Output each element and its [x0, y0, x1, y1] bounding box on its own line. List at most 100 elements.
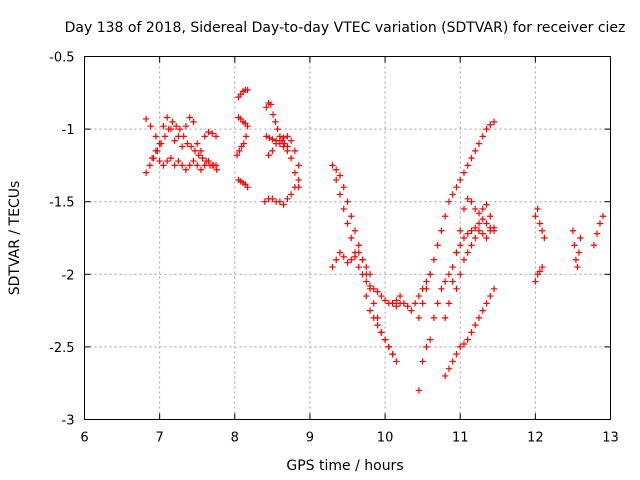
- data-point: [351, 253, 359, 261]
- data-point: [536, 268, 544, 275]
- data-point: [186, 114, 193, 121]
- data-point: [404, 303, 411, 310]
- data-point: [171, 162, 178, 169]
- data-point: [363, 292, 370, 300]
- data-point: [265, 152, 272, 159]
- x-tick-label: 6: [80, 431, 88, 446]
- data-point: [336, 191, 344, 198]
- data-point: [163, 114, 171, 121]
- data-point: [538, 227, 546, 234]
- data-point: [167, 154, 175, 162]
- data-point: [574, 263, 581, 271]
- data-point: [599, 213, 607, 220]
- data-point: [472, 224, 479, 232]
- data-point: [165, 125, 172, 133]
- data-point: [457, 271, 464, 278]
- data-point: [244, 122, 251, 130]
- data-point: [534, 205, 541, 213]
- data-point: [194, 162, 201, 169]
- data-point: [363, 263, 370, 271]
- data-point: [457, 242, 464, 249]
- series-arc-e6: [453, 227, 494, 293]
- data-point: [577, 234, 584, 242]
- y-tick-label: -2: [62, 268, 75, 283]
- data-point: [280, 143, 287, 150]
- data-point: [276, 137, 284, 144]
- data-point: [233, 152, 241, 159]
- grid: [84, 56, 611, 420]
- data-point: [370, 285, 377, 293]
- data-point: [475, 314, 483, 322]
- data-point: [468, 329, 475, 336]
- series-arc-d3: [329, 249, 374, 278]
- data-point: [209, 130, 216, 137]
- data-point: [453, 183, 460, 191]
- data-point: [242, 133, 250, 140]
- data-point: [363, 278, 370, 285]
- data-point: [430, 314, 438, 322]
- data-point: [348, 256, 355, 263]
- data-point: [191, 147, 199, 155]
- data-point: [575, 249, 583, 256]
- data-point: [351, 227, 359, 234]
- data-point: [464, 336, 471, 343]
- data-point: [415, 314, 423, 322]
- data-point: [263, 104, 270, 111]
- data-point: [348, 234, 355, 242]
- data-point: [536, 220, 544, 227]
- chart-title: Day 138 of 2018, Sidereal Day-to-day VTE…: [65, 20, 626, 36]
- data-point: [483, 201, 490, 208]
- data-point: [483, 300, 490, 307]
- series-arc-d4: [363, 292, 396, 358]
- y-tick-label: -3: [62, 414, 75, 429]
- data-point: [280, 201, 287, 208]
- data-point: [276, 198, 284, 205]
- data-point: [333, 166, 340, 173]
- data-point: [538, 263, 546, 271]
- data-point: [419, 358, 426, 365]
- data-point: [274, 125, 281, 133]
- data-point: [336, 249, 344, 256]
- data-point: [479, 133, 486, 140]
- data-point: [263, 133, 270, 140]
- y-tick-label: -0.5: [49, 51, 74, 66]
- y-tick-label: -1: [62, 123, 75, 138]
- data-point: [142, 115, 150, 123]
- x-tick-label: 9: [306, 431, 314, 446]
- data-point: [415, 387, 423, 394]
- data-point: [195, 152, 202, 159]
- data-point: [468, 227, 475, 234]
- data-point: [571, 242, 578, 249]
- data-point: [472, 147, 479, 155]
- data-point: [423, 278, 430, 285]
- series-arc-a3: [148, 147, 220, 173]
- data-point: [487, 213, 494, 220]
- data-point: [190, 157, 197, 165]
- data-point: [178, 162, 186, 169]
- data-point: [479, 205, 486, 213]
- data-point: [272, 140, 280, 147]
- data-point: [148, 154, 156, 162]
- data-point: [188, 143, 195, 150]
- data-point: [475, 227, 483, 234]
- x-tick-label: 11: [452, 431, 469, 446]
- data-point: [487, 121, 494, 128]
- series-arc-e3: [415, 215, 498, 394]
- data-point: [197, 147, 205, 155]
- data-point: [483, 125, 490, 133]
- data-point: [593, 230, 601, 237]
- data-point: [329, 263, 336, 271]
- data-point: [340, 253, 347, 261]
- data-point: [287, 191, 295, 198]
- data-point: [284, 195, 291, 202]
- data-point: [355, 242, 362, 249]
- data-point: [445, 300, 453, 307]
- data-point: [479, 230, 486, 237]
- data-point: [464, 249, 471, 256]
- data-point: [178, 143, 186, 150]
- data-point: [572, 256, 580, 263]
- series-arc-b4: [235, 176, 251, 191]
- data-point: [244, 86, 251, 94]
- data-point: [449, 358, 456, 365]
- data-point: [184, 140, 191, 147]
